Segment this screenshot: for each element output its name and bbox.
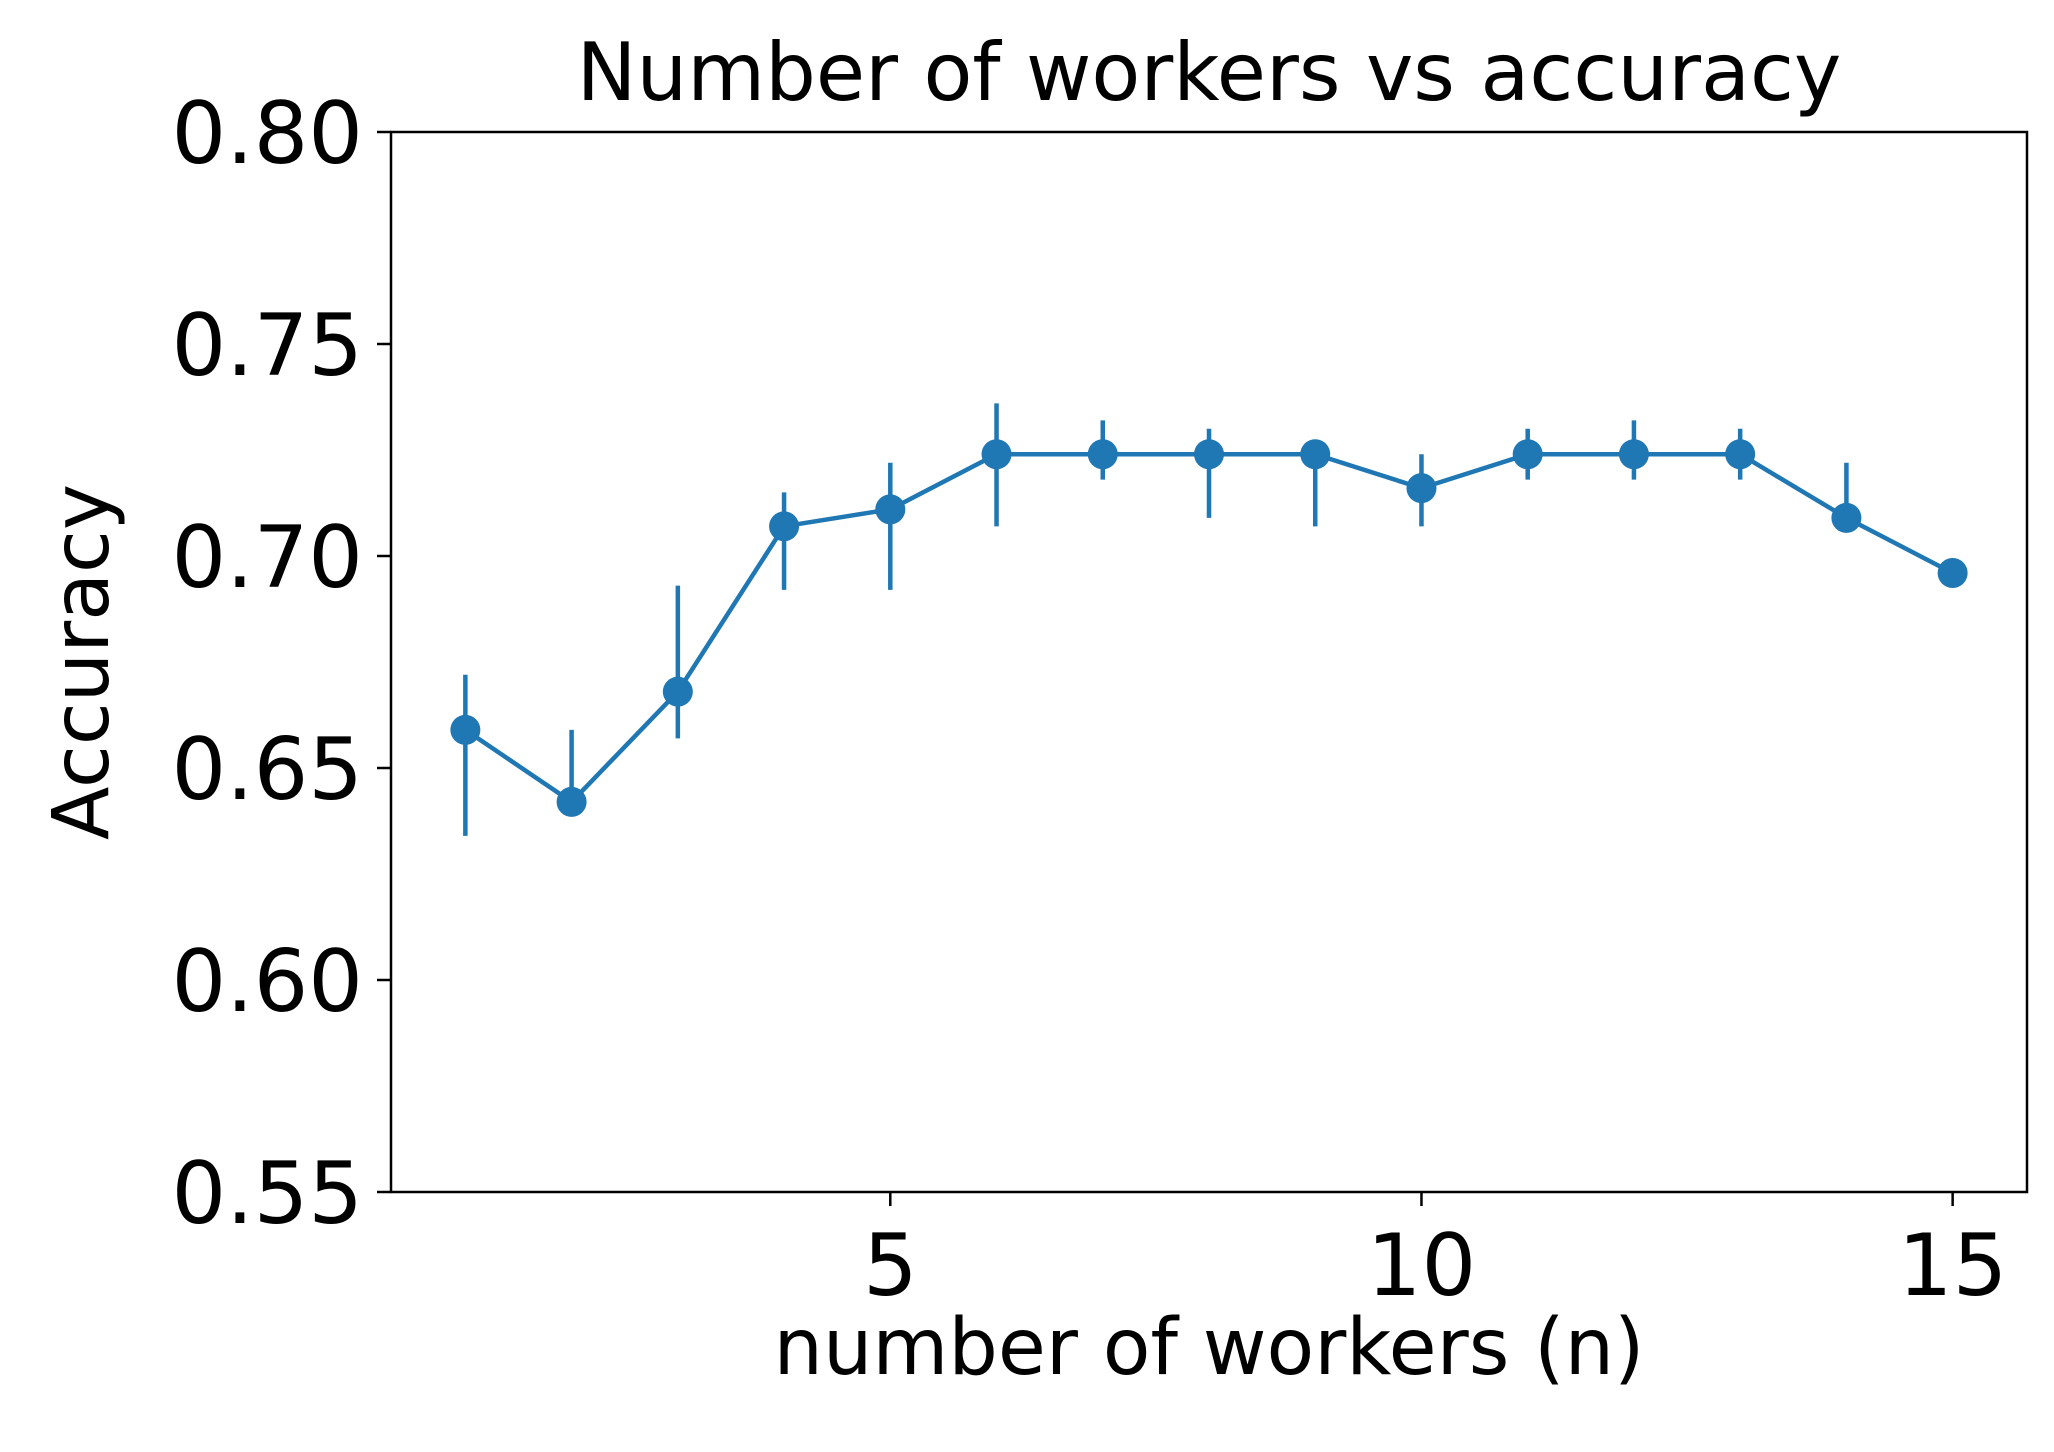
data-point (1406, 473, 1437, 504)
data-point (769, 511, 800, 542)
y-tick-label: 0.75 (172, 296, 363, 396)
data-point (875, 494, 906, 525)
data-point (1512, 439, 1543, 470)
y-tick-label: 0.65 (172, 720, 363, 820)
axis-ticks: 0.55 0.60 0.65 0.70 0.75 0.80 5 10 15 (172, 84, 2008, 1316)
data-point (981, 439, 1012, 470)
data-point (1831, 502, 1862, 533)
data-point (1194, 439, 1224, 470)
y-tick-label: 0.70 (172, 508, 363, 608)
x-tick-label: 10 (1367, 1216, 1476, 1316)
y-tick-label: 0.55 (172, 1144, 363, 1244)
x-tick-label: 15 (1898, 1216, 2007, 1316)
plot-frame (389, 130, 2029, 1194)
chart-title: Number of workers vs accuracy (577, 26, 1842, 119)
data-point (556, 786, 587, 817)
data-point (450, 714, 481, 745)
data-point (1300, 439, 1331, 470)
data-point (1087, 439, 1118, 470)
y-tick-label: 0.80 (172, 84, 363, 184)
data-point (1618, 439, 1649, 470)
x-axis-label: number of workers (n) (774, 1303, 1645, 1393)
data-point (662, 676, 693, 707)
plot-data-layer (450, 403, 1968, 836)
x-tick-label: 5 (863, 1216, 918, 1316)
data-point (1937, 557, 1968, 588)
data-point (1725, 439, 1756, 470)
y-axis-label: Accuracy (37, 484, 127, 840)
y-tick-label: 0.60 (172, 932, 363, 1032)
